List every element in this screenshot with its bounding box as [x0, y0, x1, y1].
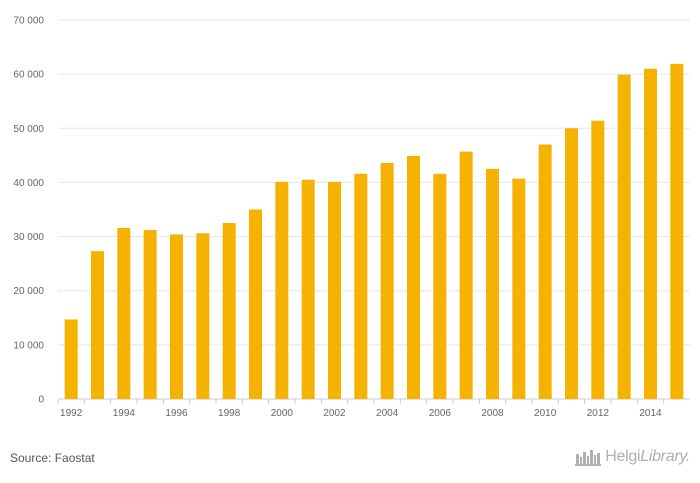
x-tick-label: 1992	[60, 408, 83, 419]
bar-2000[interactable]	[275, 181, 289, 399]
bar-1996[interactable]	[170, 234, 183, 399]
y-tick-label: 50 000	[13, 124, 44, 135]
bar-1994[interactable]	[117, 227, 131, 399]
bar-2011[interactable]	[565, 128, 578, 400]
logo-text-italic: Library.	[640, 448, 690, 465]
bar-2009[interactable]	[512, 178, 526, 399]
bar-1992[interactable]	[64, 319, 78, 399]
y-tick-label: 20 000	[13, 286, 44, 297]
y-tick-label: 10 000	[13, 340, 44, 351]
bar-1997[interactable]	[196, 233, 210, 399]
y-tick-label: 70 000	[13, 16, 44, 27]
bar-1998[interactable]	[222, 223, 236, 399]
bar-1995[interactable]	[143, 230, 157, 399]
bar-1999[interactable]	[249, 209, 262, 400]
x-tick-label: 1994	[113, 408, 136, 419]
y-tick-label: 60 000	[13, 70, 44, 81]
bar-2008[interactable]	[486, 168, 499, 399]
bar-2015[interactable]	[670, 63, 684, 400]
y-tick-label: 30 000	[13, 232, 44, 243]
source-note: Source: Faostat	[10, 451, 95, 465]
bar-2014[interactable]	[644, 68, 657, 399]
x-tick-label: 2008	[481, 408, 504, 419]
x-tick-label: 2014	[639, 408, 662, 419]
logo-text: HelgiLibrary.	[605, 448, 690, 466]
y-tick-label: 0	[38, 395, 44, 406]
bar-2007[interactable]	[459, 151, 473, 399]
gridlines	[58, 19, 690, 400]
bar-2005[interactable]	[407, 155, 420, 399]
bar-2006[interactable]	[433, 173, 447, 399]
x-tick-label: 2010	[534, 408, 557, 419]
x-axis: 1992 1994 1996 1998 2000 2002 2004 2006 2008 2010…	[57, 399, 665, 419]
bar-2010[interactable]	[538, 144, 552, 399]
bar-1993[interactable]	[91, 251, 104, 399]
bar-2004[interactable]	[380, 162, 394, 399]
y-tick-label: 40 000	[13, 178, 44, 189]
x-tick-label: 2002	[323, 408, 346, 419]
x-tick-label: 2004	[376, 408, 399, 419]
bar-chart: 0 10 000 20 000 30 000 40 000 50 000 60 000 70 …	[13, 16, 690, 419]
bar-2013[interactable]	[617, 74, 631, 400]
castle-icon	[575, 450, 602, 466]
bars	[64, 63, 684, 400]
x-tick-label: 1998	[218, 408, 241, 419]
y-axis-ticks: 0 10 000 20 000 30 000 40 000 50 000 60 000 70 …	[13, 16, 44, 406]
logo-text-main: Helgi	[605, 448, 641, 465]
x-tick-label: 1996	[165, 408, 188, 419]
x-tick-label: 2012	[587, 408, 610, 419]
helgi-library-logo[interactable]: HelgiLibrary.	[575, 448, 690, 466]
bar-2002[interactable]	[328, 181, 341, 399]
x-tick-label: 2006	[429, 408, 452, 419]
x-tick-label: 2000	[271, 408, 294, 419]
bar-2003[interactable]	[354, 173, 368, 399]
bar-2012[interactable]	[591, 120, 605, 400]
bar-2001[interactable]	[301, 179, 315, 399]
